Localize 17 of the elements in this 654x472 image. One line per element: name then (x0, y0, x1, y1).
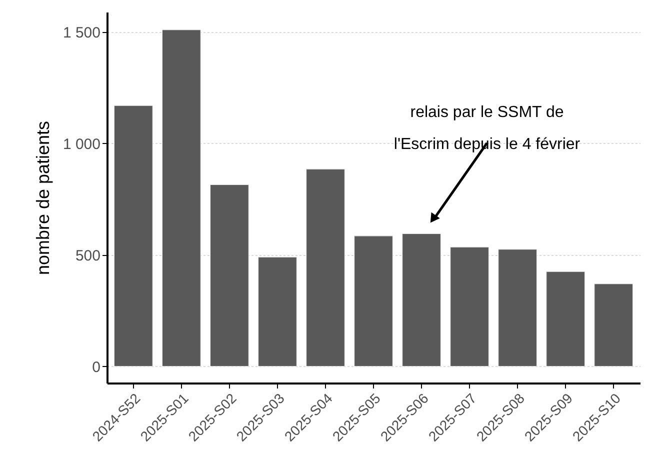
bar (210, 184, 249, 367)
y-axis-title: nombre de patients (32, 120, 53, 276)
y-tick-label: 0 (92, 358, 100, 376)
bar (450, 246, 490, 367)
bar (546, 271, 586, 367)
bar (162, 30, 201, 367)
bar (114, 105, 153, 367)
bar (354, 236, 394, 367)
bar (402, 233, 442, 367)
bar (594, 284, 634, 367)
annotation: relais par le SSMT de l'Escrim depuis le 4 février (394, 104, 581, 153)
bar (258, 256, 297, 367)
y-tick-label: 1 500 (62, 24, 100, 42)
bar (498, 249, 538, 367)
y-tick-label: 1 000 (62, 136, 100, 153)
bar (306, 168, 345, 367)
y-tick-label: 500 (75, 247, 100, 264)
